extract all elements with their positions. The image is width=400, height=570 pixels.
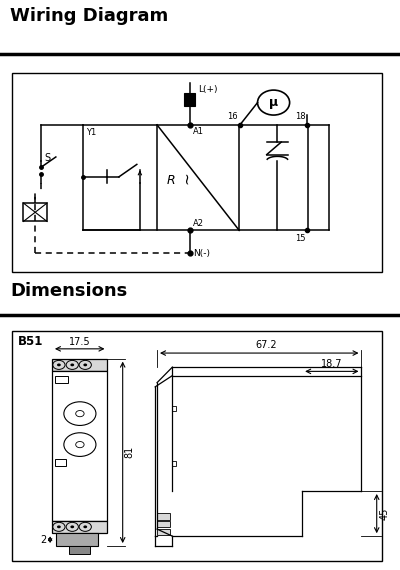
Text: ~: ~: [179, 171, 194, 184]
Text: S: S: [44, 153, 50, 162]
Circle shape: [83, 526, 87, 528]
Bar: [55, 376, 68, 382]
Text: Dimensions: Dimensions: [10, 282, 127, 300]
Text: µ: µ: [269, 96, 278, 109]
Text: Wiring Diagram: Wiring Diagram: [10, 6, 168, 25]
Text: 16: 16: [228, 112, 238, 121]
Text: Y1: Y1: [86, 128, 96, 137]
Text: 15: 15: [295, 234, 305, 243]
Circle shape: [70, 364, 74, 367]
Circle shape: [83, 364, 87, 367]
Text: 2: 2: [40, 535, 47, 545]
Text: 45: 45: [380, 507, 390, 520]
Text: 17.5: 17.5: [69, 337, 90, 347]
Text: 18: 18: [295, 112, 305, 121]
Bar: [56, 534, 98, 546]
Bar: [52, 359, 108, 372]
Circle shape: [57, 526, 61, 528]
Text: N(-): N(-): [193, 249, 210, 258]
Bar: [157, 521, 170, 527]
Bar: [23, 203, 47, 222]
Bar: [184, 93, 195, 105]
Text: A2: A2: [193, 219, 204, 228]
Text: R: R: [167, 174, 176, 187]
Circle shape: [70, 526, 74, 528]
Bar: [52, 372, 108, 520]
Bar: [69, 545, 90, 553]
Text: A1: A1: [193, 127, 204, 136]
Text: 81: 81: [125, 446, 134, 458]
Bar: [157, 514, 170, 519]
Text: 67.2: 67.2: [255, 340, 277, 350]
Circle shape: [57, 364, 61, 367]
Text: B51: B51: [18, 335, 43, 348]
Bar: [55, 459, 66, 466]
Bar: [172, 461, 176, 466]
Bar: [172, 406, 176, 411]
Text: 18.7: 18.7: [321, 360, 342, 369]
Text: L(+): L(+): [198, 85, 218, 93]
Bar: [52, 520, 108, 534]
Bar: [157, 529, 170, 535]
